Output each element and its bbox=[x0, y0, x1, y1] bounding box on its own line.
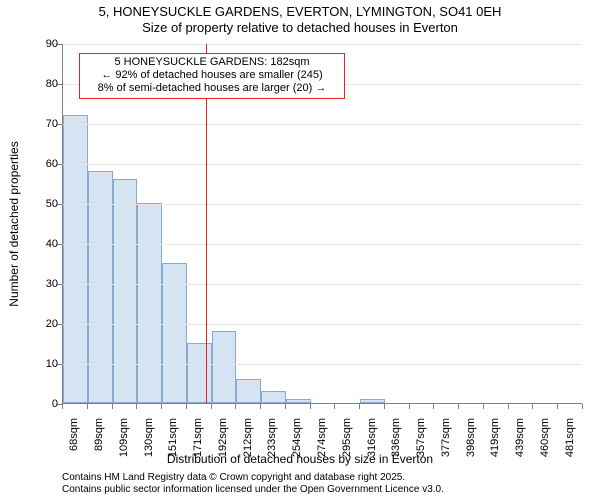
x-tick-label: 398sqm bbox=[465, 418, 477, 468]
x-tick-mark bbox=[433, 404, 434, 409]
x-tick-label: 336sqm bbox=[390, 418, 402, 468]
y-tick-label: 20 bbox=[18, 318, 58, 330]
histogram-bar bbox=[261, 391, 286, 403]
x-tick-mark bbox=[458, 404, 459, 409]
x-tick-mark bbox=[112, 404, 113, 409]
property-annotation: 5 HONEYSUCKLE GARDENS: 182sqm← 92% of de… bbox=[79, 53, 345, 99]
x-tick-label: 130sqm bbox=[143, 418, 155, 468]
y-tick-label: 50 bbox=[18, 198, 58, 210]
annotation-line3: 8% of semi-detached houses are larger (2… bbox=[86, 82, 338, 95]
histogram-bar bbox=[113, 179, 138, 403]
x-tick-label: 89sqm bbox=[93, 418, 105, 468]
x-tick-label: 192sqm bbox=[217, 418, 229, 468]
x-tick-label: 316sqm bbox=[366, 418, 378, 468]
x-tick-mark bbox=[310, 404, 311, 409]
x-tick-label: 151sqm bbox=[167, 418, 179, 468]
x-tick-mark bbox=[582, 404, 583, 409]
histogram-bar bbox=[212, 331, 237, 403]
annotation-line1: 5 HONEYSUCKLE GARDENS: 182sqm bbox=[86, 56, 338, 69]
x-tick-mark bbox=[384, 404, 385, 409]
chart-title: 5, HONEYSUCKLE GARDENS, EVERTON, LYMINGT… bbox=[0, 4, 600, 37]
chart-title-line1: 5, HONEYSUCKLE GARDENS, EVERTON, LYMINGT… bbox=[0, 4, 600, 20]
footnote-line2: Contains public sector information licen… bbox=[62, 484, 444, 495]
x-tick-mark bbox=[87, 404, 88, 409]
histogram-bar bbox=[360, 399, 385, 403]
y-tick-label: 70 bbox=[18, 118, 58, 130]
x-tick-label: 377sqm bbox=[440, 418, 452, 468]
histogram-bar bbox=[137, 203, 162, 403]
y-tick-label: 40 bbox=[18, 238, 58, 250]
x-tick-label: 295sqm bbox=[341, 418, 353, 468]
x-tick-label: 439sqm bbox=[514, 418, 526, 468]
x-tick-mark bbox=[285, 404, 286, 409]
x-tick-label: 254sqm bbox=[291, 418, 303, 468]
y-tick-label: 10 bbox=[18, 358, 58, 370]
x-tick-mark bbox=[186, 404, 187, 409]
x-tick-mark bbox=[409, 404, 410, 409]
histogram-bar bbox=[88, 171, 113, 403]
x-tick-label: 460sqm bbox=[539, 418, 551, 468]
x-tick-mark bbox=[211, 404, 212, 409]
y-tick-label: 80 bbox=[18, 78, 58, 90]
annotation-line2: ← 92% of detached houses are smaller (24… bbox=[86, 69, 338, 82]
histogram-bar bbox=[63, 115, 88, 403]
x-tick-mark bbox=[260, 404, 261, 409]
x-tick-mark bbox=[62, 404, 63, 409]
histogram-bar bbox=[236, 379, 261, 403]
x-tick-label: 233sqm bbox=[266, 418, 278, 468]
histogram-bar bbox=[187, 343, 212, 403]
x-tick-label: 481sqm bbox=[564, 418, 576, 468]
y-tick-label: 60 bbox=[18, 158, 58, 170]
x-tick-mark bbox=[334, 404, 335, 409]
x-tick-label: 419sqm bbox=[489, 418, 501, 468]
x-tick-mark bbox=[359, 404, 360, 409]
x-tick-mark bbox=[508, 404, 509, 409]
histogram-bar bbox=[286, 399, 311, 403]
x-tick-label: 68sqm bbox=[68, 418, 80, 468]
x-tick-mark bbox=[483, 404, 484, 409]
x-tick-mark bbox=[532, 404, 533, 409]
footnote-line1: Contains HM Land Registry data © Crown c… bbox=[62, 472, 405, 483]
chart-container: { "title": { "line1": "5, HONEYSUCKLE GA… bbox=[0, 0, 600, 500]
y-tick-label: 30 bbox=[18, 278, 58, 290]
x-tick-label: 274sqm bbox=[316, 418, 328, 468]
x-tick-mark bbox=[557, 404, 558, 409]
x-tick-label: 171sqm bbox=[192, 418, 204, 468]
x-tick-mark bbox=[161, 404, 162, 409]
x-tick-mark bbox=[235, 404, 236, 409]
x-tick-label: 109sqm bbox=[118, 418, 130, 468]
y-tick-label: 90 bbox=[18, 38, 58, 50]
chart-title-line2: Size of property relative to detached ho… bbox=[0, 20, 600, 36]
histogram-bar bbox=[162, 263, 187, 403]
y-tick-label: 0 bbox=[18, 398, 58, 410]
x-tick-mark bbox=[136, 404, 137, 409]
x-tick-label: 357sqm bbox=[415, 418, 427, 468]
x-tick-label: 212sqm bbox=[242, 418, 254, 468]
